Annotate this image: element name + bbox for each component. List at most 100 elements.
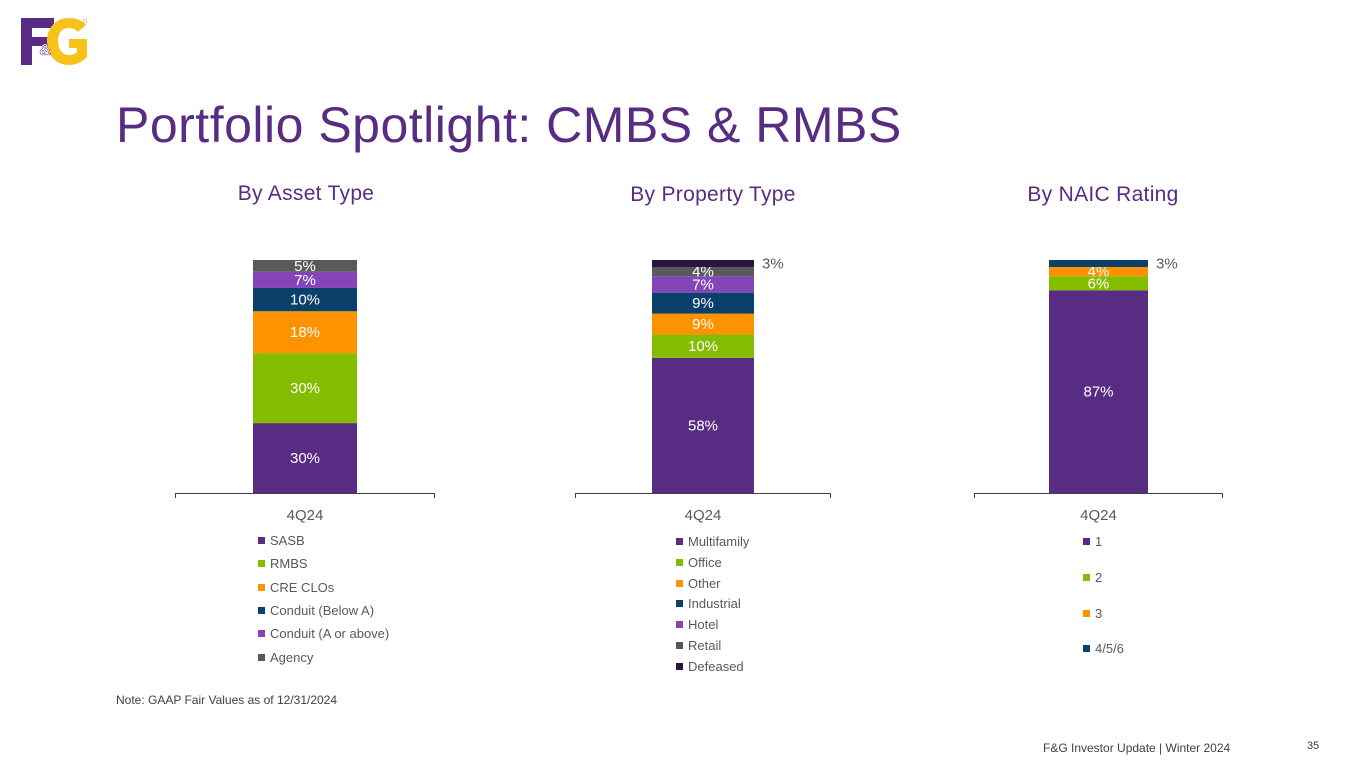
legend-label: Conduit (A or above) bbox=[270, 626, 390, 642]
footnote: Note: GAAP Fair Values as of 12/31/2024 bbox=[116, 693, 338, 707]
legend-label: Agency bbox=[270, 649, 314, 665]
legend-item: 2 bbox=[1083, 570, 1102, 585]
data-label-2: 6% bbox=[1088, 275, 1110, 292]
legend-label: CRE CLOs bbox=[270, 579, 335, 595]
legend-item: Multifamily bbox=[676, 534, 749, 549]
legend-label: 3 bbox=[1095, 605, 1103, 621]
bar-segment-sasb bbox=[253, 423, 357, 493]
data-label-sasb: 30% bbox=[290, 450, 320, 467]
bar-segment-1 bbox=[1049, 290, 1148, 493]
legend-swatch bbox=[676, 642, 683, 649]
legend-item: Agency bbox=[258, 650, 313, 665]
legend-label: 2 bbox=[1095, 569, 1103, 585]
logo-ampersand: & bbox=[39, 42, 51, 59]
bar-segment-cre-clos bbox=[253, 311, 357, 354]
data-label-1: 87% bbox=[1083, 384, 1113, 401]
bar-segment-agency bbox=[253, 260, 357, 272]
data-label-multifamily: 58% bbox=[688, 417, 718, 434]
legend-item: 1 bbox=[1083, 534, 1102, 549]
logo-f-shape bbox=[21, 18, 54, 65]
legend-item: 4/5/6 bbox=[1083, 641, 1124, 656]
chart-title-property-type: By Property Type bbox=[630, 183, 796, 206]
legend-item: CRE CLOs bbox=[258, 580, 334, 595]
legend-swatch bbox=[1083, 538, 1090, 545]
legend-item: Industrial bbox=[676, 596, 741, 611]
data-label-cre-clos: 18% bbox=[290, 324, 320, 341]
data-label-rmbs: 30% bbox=[290, 380, 320, 397]
legend-label: Multifamily bbox=[688, 534, 750, 549]
legend-item: Other bbox=[676, 576, 721, 591]
legend-label: Hotel bbox=[688, 617, 719, 633]
legend-item: Retail bbox=[676, 638, 721, 653]
data-label-retail: 4% bbox=[692, 264, 714, 281]
data-label-4-5-6: 3% bbox=[1156, 256, 1178, 273]
legend-label: Conduit (Below A) bbox=[270, 602, 375, 618]
legend-label: Industrial bbox=[688, 596, 741, 612]
data-label-defeased: 3% bbox=[762, 256, 784, 273]
bar-segment-rmbs bbox=[253, 353, 357, 424]
legend-label: Other bbox=[688, 575, 721, 591]
x-tick-label: 4Q24 bbox=[287, 507, 324, 524]
bar-segment-office bbox=[652, 334, 754, 358]
page-title: Portfolio Spotlight: CMBS & RMBS bbox=[116, 97, 902, 153]
legend-item: Hotel bbox=[676, 617, 718, 632]
legend-label: Defeased bbox=[688, 658, 744, 674]
legend-swatch bbox=[258, 583, 265, 591]
data-label-hotel: 7% bbox=[692, 276, 714, 293]
x-tick-label: 4Q24 bbox=[685, 507, 722, 524]
x-tick-label: 4Q24 bbox=[1080, 507, 1117, 524]
data-label-conduit-below-a: 10% bbox=[290, 292, 320, 309]
legend-swatch bbox=[676, 579, 683, 587]
legend-item: Conduit (Below A) bbox=[258, 603, 374, 618]
bar-segment-4-5-6 bbox=[1049, 260, 1148, 267]
legend-item: SASB bbox=[258, 533, 305, 548]
chart-title-naic-rating: By NAIC Rating bbox=[1027, 183, 1179, 206]
legend-swatch bbox=[676, 538, 683, 545]
data-label-industrial: 9% bbox=[692, 295, 714, 312]
bar-segment-conduit-below-a bbox=[253, 287, 357, 312]
fg-logo: & bbox=[21, 18, 88, 65]
legend-swatch bbox=[258, 606, 265, 614]
legend-item: RMBS bbox=[258, 556, 308, 571]
legend-item: Office bbox=[676, 555, 722, 570]
data-label-3: 4% bbox=[1088, 264, 1110, 281]
legend-swatch bbox=[676, 621, 683, 629]
bar-segment-retail bbox=[652, 266, 754, 277]
bar-segment-3 bbox=[1049, 266, 1148, 277]
bar-segment-multifamily bbox=[652, 357, 754, 493]
bar-segment-2 bbox=[1049, 276, 1148, 291]
legend-swatch bbox=[258, 560, 265, 568]
bar-segment-defeased bbox=[652, 260, 754, 267]
legend-label: Retail bbox=[688, 638, 722, 653]
legend-swatch bbox=[1083, 573, 1090, 581]
legend-item: Defeased bbox=[676, 659, 744, 674]
data-label-conduit-a-or-above: 7% bbox=[294, 272, 316, 289]
chart-title-asset-type: By Asset Type bbox=[237, 182, 375, 205]
bar-segment-conduit-a-or-above bbox=[253, 271, 357, 288]
data-label-office: 10% bbox=[688, 338, 718, 355]
legend-label: SASB bbox=[270, 533, 305, 548]
bar-segment-hotel bbox=[652, 276, 754, 293]
logo-g-shape bbox=[47, 18, 87, 65]
legend-label: RMBS bbox=[270, 556, 308, 572]
bar-segment-industrial bbox=[652, 292, 754, 314]
legend-swatch bbox=[676, 600, 683, 608]
footer-text: F&G Investor Update | Winter 2024 bbox=[1043, 741, 1231, 755]
page-number: 35 bbox=[1307, 740, 1320, 752]
data-label-agency: 5% bbox=[294, 258, 316, 275]
legend-swatch bbox=[676, 558, 683, 566]
legend-swatch bbox=[258, 630, 265, 638]
legend-swatch bbox=[676, 662, 683, 670]
legend-item: 3 bbox=[1083, 606, 1102, 621]
data-label-other: 9% bbox=[692, 316, 714, 333]
legend-label: 4/5/6 bbox=[1095, 641, 1124, 657]
bar-segment-other bbox=[652, 313, 754, 335]
legend-swatch bbox=[1083, 645, 1090, 653]
legend-label: Office bbox=[688, 554, 722, 570]
legend-swatch bbox=[1083, 609, 1090, 617]
legend-swatch bbox=[258, 653, 265, 661]
logo-registered-mark bbox=[82, 18, 88, 24]
legend-item: Conduit (A or above) bbox=[258, 626, 389, 641]
legend-label: 1 bbox=[1095, 534, 1103, 549]
